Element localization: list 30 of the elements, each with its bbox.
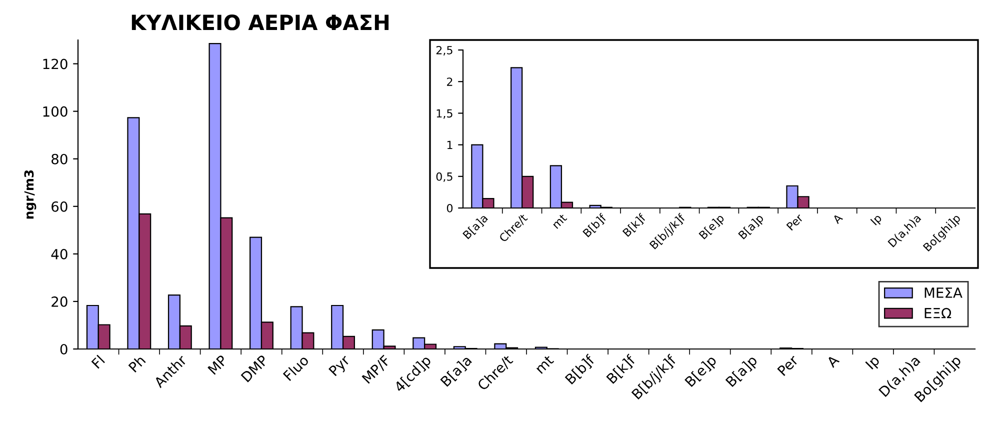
y-axis-title: ngr/m3 (24, 170, 36, 219)
x-tick-label: MP (208, 354, 228, 375)
chart-title: ΚΥΛΙΚΕΙΟ ΑΕΡΙΑ ΦΑΣΗ (132, 14, 389, 30)
y-tick-label: 40 (51, 248, 68, 260)
legend-label: ΜΕΣΑ (924, 288, 962, 298)
x-tick-label: Per (777, 354, 800, 376)
y-tick-label: 1,5 (436, 109, 452, 119)
y-tick-label: 2,5 (436, 46, 452, 56)
x-tick-label: Fluo (282, 354, 310, 382)
legend-label: ΕΞΩ (924, 308, 952, 318)
y-tick-label: 2 (447, 78, 452, 86)
x-tick-label: mt (552, 214, 568, 229)
y-tick-label: 60 (52, 201, 68, 212)
y-tick-label: 0,5 (436, 172, 452, 182)
y-tick-label: 120 (43, 58, 68, 70)
x-tick-label: mt (534, 354, 554, 374)
x-tick-label: Ph (128, 354, 146, 373)
y-tick-label: 80 (52, 154, 68, 164)
x-tick-label: Fl (90, 354, 105, 369)
x-tick-label: Pyr (328, 354, 353, 378)
y-tick-label: 20 (52, 296, 68, 307)
x-tick-label: Ip (870, 214, 884, 227)
x-tick-label: A (832, 213, 844, 224)
x-tick-label: Per (786, 213, 804, 231)
y-tick-label: 100 (43, 106, 68, 117)
y-tick-label: 0 (446, 204, 453, 212)
y-tick-label: 0 (60, 344, 68, 354)
x-tick-label: Ip (865, 354, 882, 372)
y-tick-label: 1 (447, 140, 452, 150)
x-tick-label: A (826, 354, 840, 368)
